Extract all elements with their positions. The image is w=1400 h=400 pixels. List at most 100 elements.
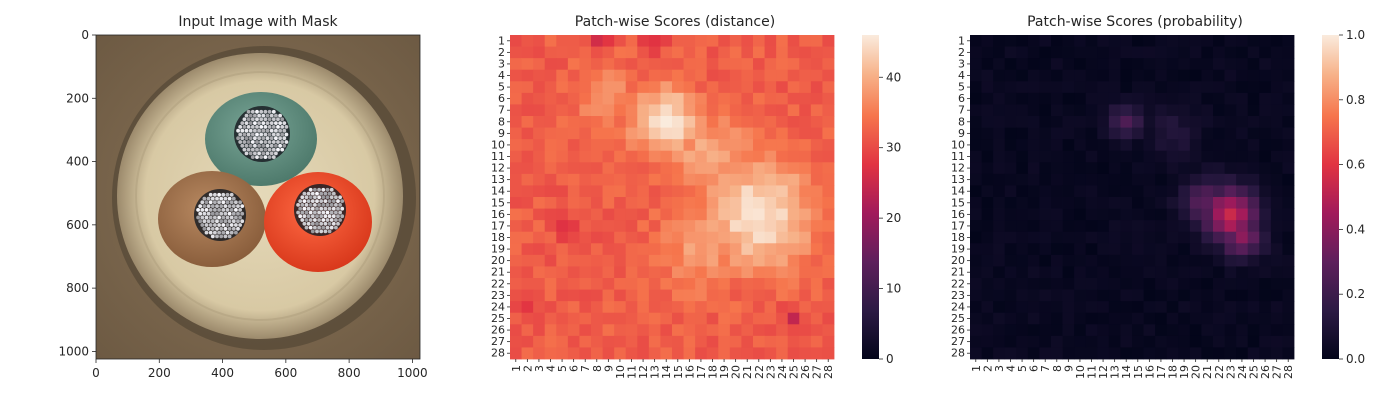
heatmap-cell xyxy=(510,185,522,198)
heatmap-cell xyxy=(1247,185,1260,198)
strand xyxy=(221,200,226,205)
heatmap-cell xyxy=(1213,150,1225,163)
heatmap-cell xyxy=(1120,139,1133,152)
heatmap-cell xyxy=(591,92,603,105)
strand xyxy=(263,147,268,152)
strand xyxy=(248,121,253,125)
heatmap-cell xyxy=(695,266,708,279)
heatmap-cell xyxy=(1120,254,1133,267)
heatmap-cell xyxy=(1247,312,1260,325)
heatmap-cell xyxy=(660,58,673,71)
heatmap-cell xyxy=(1027,127,1040,140)
col-tick-label: 20 xyxy=(1190,365,1203,379)
strand xyxy=(236,128,241,133)
heatmap-cell xyxy=(993,231,1006,244)
heatmap-cell xyxy=(1155,208,1168,221)
heatmap-cell xyxy=(510,162,522,175)
heatmap-cell xyxy=(591,185,603,198)
heatmap-cell xyxy=(1189,185,1202,198)
heatmap-cell xyxy=(1270,162,1283,175)
heatmap-cell xyxy=(718,116,731,128)
heatmap-cell xyxy=(1166,127,1179,140)
heatmap-cell xyxy=(1282,312,1295,325)
col-tick-label: 15 xyxy=(1132,365,1145,379)
heatmap-cell xyxy=(614,116,627,128)
heatmap-cell xyxy=(567,92,580,105)
strand xyxy=(310,191,315,196)
heatmap-cell xyxy=(660,220,673,233)
heatmap-cell xyxy=(579,220,592,233)
heatmap-cell xyxy=(544,58,557,71)
heatmap-cell xyxy=(970,127,982,140)
heatmap-cell xyxy=(1236,254,1249,267)
heatmap-cell xyxy=(1132,278,1144,290)
heatmap-cell xyxy=(1097,116,1110,128)
strand xyxy=(334,225,338,230)
heatmap-cell xyxy=(591,231,603,244)
heatmap-cell xyxy=(741,324,754,337)
heatmap-cell xyxy=(591,289,603,302)
heatmap-cell xyxy=(764,208,777,221)
heatmap-cell xyxy=(1074,81,1087,94)
strand xyxy=(271,132,276,137)
strand xyxy=(319,206,324,211)
strand xyxy=(315,199,319,204)
heatmap-cell xyxy=(672,208,684,221)
heatmap-cell xyxy=(741,243,754,256)
heatmap-cell xyxy=(1155,335,1168,348)
heatmap-cell xyxy=(1236,162,1249,175)
heatmap-cell xyxy=(1097,208,1110,221)
heatmap-cell xyxy=(822,289,835,302)
strand xyxy=(261,143,266,148)
strand xyxy=(208,215,213,220)
heatmap-cell xyxy=(822,220,835,233)
heatmap-cell xyxy=(1236,150,1249,163)
strand xyxy=(282,136,287,141)
heatmap-cell xyxy=(1143,69,1156,82)
heatmap-cell xyxy=(1016,231,1029,244)
heatmap-cell xyxy=(591,347,603,360)
heatmap-cell xyxy=(1259,301,1272,314)
heatmap-cell xyxy=(1108,347,1121,360)
heatmap-cell xyxy=(1213,127,1225,140)
heatmap-cell xyxy=(602,324,615,337)
heatmap-cell xyxy=(1132,104,1144,117)
heatmap-cell xyxy=(521,208,534,221)
heatmap-cell xyxy=(1016,104,1029,117)
strand xyxy=(331,206,336,211)
heatmap-cell xyxy=(1051,104,1063,117)
heatmap-cell xyxy=(660,185,673,198)
heatmap-cell xyxy=(510,220,522,233)
strand xyxy=(327,221,332,226)
strand xyxy=(265,113,270,118)
heatmap-cell xyxy=(1282,150,1295,163)
strand xyxy=(223,196,228,201)
heatmap-cell xyxy=(602,301,615,314)
strand xyxy=(223,219,228,224)
heatmap-cell xyxy=(1282,197,1295,209)
heatmap-cell xyxy=(1097,81,1110,94)
heatmap-cell xyxy=(1051,324,1063,337)
heatmap-cell xyxy=(981,243,994,256)
heatmap-cell xyxy=(1282,92,1295,105)
heatmap-cell xyxy=(1236,139,1249,152)
heatmap-cell xyxy=(787,231,800,244)
heatmap-cell xyxy=(1270,35,1283,47)
x-tick-label: 800 xyxy=(338,366,361,380)
heatmap-cell xyxy=(637,289,650,302)
heatmap-cell xyxy=(648,231,661,244)
strand xyxy=(213,200,217,205)
heatmap-cell xyxy=(1051,139,1063,152)
strand xyxy=(306,206,311,211)
heatmap-cell xyxy=(1236,208,1249,221)
strand xyxy=(257,128,261,133)
heatmap-cell xyxy=(1236,278,1249,290)
strand xyxy=(206,196,211,201)
heatmap-cell xyxy=(510,324,522,337)
row-tick-label: 17 xyxy=(951,219,965,232)
heatmap-cell xyxy=(776,301,789,314)
heatmap-cell xyxy=(718,335,731,348)
image-x-ticks: 0 200 400 600 800 1000 xyxy=(92,359,428,380)
heatmap-cell xyxy=(1178,289,1191,302)
heatmap-cell xyxy=(1224,173,1237,186)
